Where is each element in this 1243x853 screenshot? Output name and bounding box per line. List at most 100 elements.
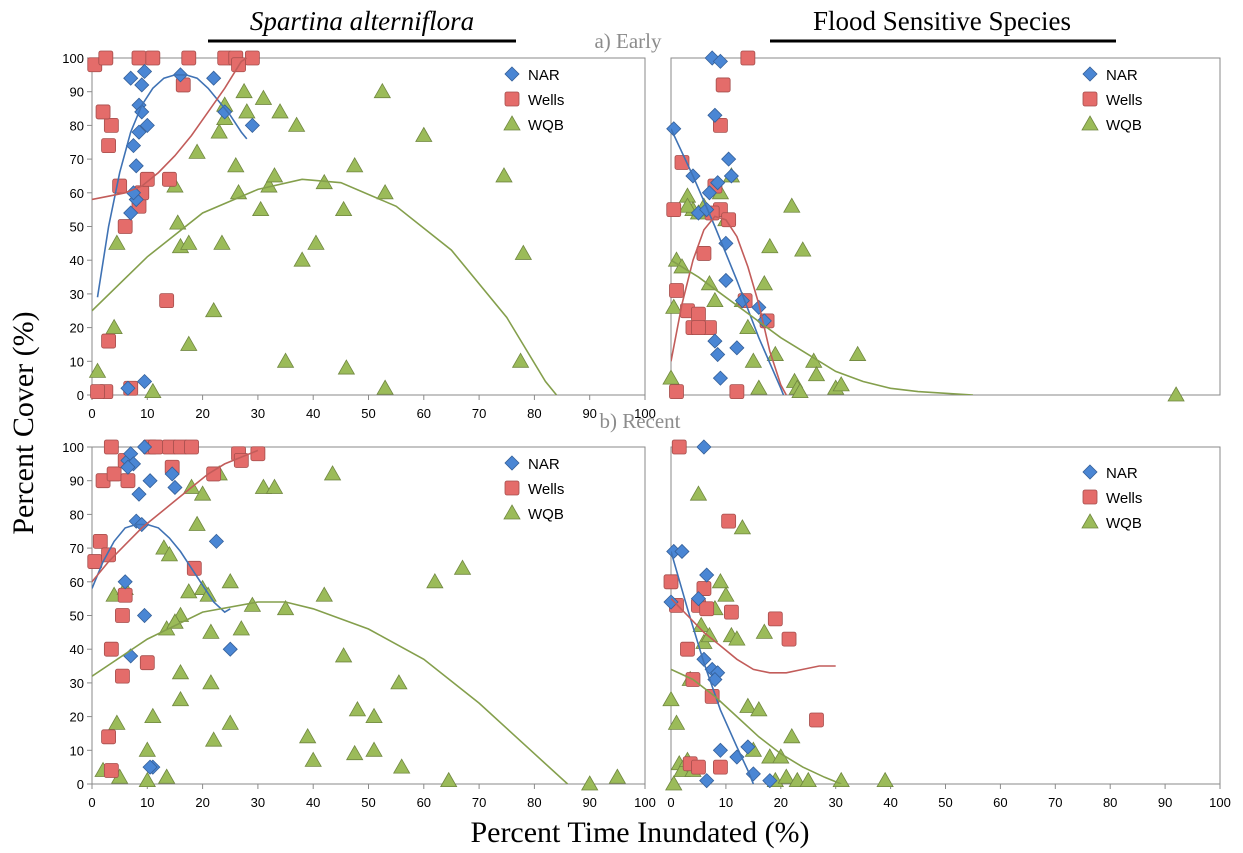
- x-tick-label: 30: [828, 795, 842, 810]
- data-point-wells: [162, 171, 177, 187]
- data-point-wqb: [171, 690, 190, 707]
- data-point-wqb: [876, 771, 894, 788]
- y-tick-label: 50: [70, 609, 84, 624]
- legend-label-wqb: WQB: [1106, 117, 1142, 134]
- data-point-nar: [136, 63, 153, 80]
- data-point-wells: [723, 604, 739, 620]
- data-point-wqb: [662, 369, 680, 385]
- data-point-wells: [184, 439, 199, 455]
- legend-label-wells: Wells: [528, 481, 564, 498]
- data-point-wqb: [665, 298, 683, 314]
- data-point-wqb: [251, 200, 270, 217]
- data-point-nar: [142, 759, 158, 775]
- legend-marker-wqb: [1081, 513, 1099, 529]
- legend-marker-wells: [504, 480, 520, 496]
- legend-label-wqb: WQB: [528, 117, 564, 134]
- data-point-wqb: [755, 623, 774, 639]
- legend-label-wells: Wells: [1106, 92, 1142, 109]
- data-point-nar: [134, 77, 150, 93]
- data-point-wells: [691, 320, 706, 336]
- data-point-nar: [701, 185, 717, 201]
- data-point-wqb: [799, 771, 817, 788]
- x-tick-label: 20: [195, 795, 209, 810]
- data-point-nar: [699, 567, 715, 583]
- data-point-nar: [710, 175, 726, 191]
- data-point-nar: [128, 158, 144, 174]
- data-point-wells: [704, 688, 720, 704]
- y-tick-label: 70: [70, 152, 84, 167]
- x-tick-label: 50: [938, 795, 952, 810]
- data-point-nar: [164, 466, 180, 482]
- data-point-wqb: [169, 214, 187, 230]
- x-tick-label: 40: [306, 795, 320, 810]
- row-title-early: a) Early: [594, 29, 662, 53]
- data-point-wqb: [323, 465, 342, 481]
- data-point-wells: [767, 611, 783, 627]
- data-point-wqb: [138, 771, 156, 788]
- y-tick-label: 10: [70, 743, 84, 758]
- legend: NAR Wells WQB: [503, 455, 564, 523]
- data-point-wells: [671, 439, 687, 455]
- data-point-wells: [98, 50, 114, 66]
- x-tick-label: 70: [472, 406, 486, 421]
- data-point-wqb: [365, 707, 383, 723]
- y-tick-label: 90: [70, 85, 84, 100]
- x-tick-label: 20: [195, 406, 209, 421]
- data-point-wells: [663, 574, 679, 590]
- data-point-wqb: [788, 771, 806, 788]
- trendline-wqb: [671, 259, 974, 395]
- data-point-nar: [663, 594, 679, 610]
- data-point-wqb: [188, 515, 206, 531]
- data-point-wqb: [293, 251, 311, 267]
- data-point-wqb: [662, 690, 680, 707]
- data-point-wqb: [238, 103, 256, 119]
- data-point-nar: [710, 346, 726, 363]
- data-point-wells: [680, 641, 695, 657]
- data-point-wells: [139, 171, 155, 187]
- data-point-wqb: [304, 751, 322, 767]
- data-point-wqb: [298, 728, 317, 744]
- data-point-wqb: [180, 335, 198, 351]
- data-point-wqb: [739, 697, 757, 713]
- data-point-wqb: [213, 234, 231, 250]
- data-point-wqb: [665, 775, 683, 791]
- data-point-wqb: [88, 362, 107, 378]
- x-tick-label: 30: [251, 406, 265, 421]
- trendline-nar: [671, 551, 755, 784]
- data-point-nar: [707, 333, 723, 349]
- legend-label-nar: NAR: [1106, 67, 1138, 84]
- data-point-wells: [117, 587, 133, 603]
- legend: NAR Wells WQB: [1081, 464, 1142, 532]
- data-point-wqb: [138, 741, 156, 757]
- data-point-nar: [712, 742, 728, 758]
- data-point-wqb: [426, 572, 444, 589]
- data-point-wqb: [755, 274, 774, 291]
- y-tick-label: 10: [70, 354, 84, 369]
- data-point-wells: [781, 631, 797, 647]
- legend-marker-nar: [504, 66, 520, 82]
- data-point-wells: [90, 384, 105, 400]
- trendline-wells: [92, 57, 248, 201]
- x-tick-label: 60: [993, 795, 1007, 810]
- data-point-wells: [101, 729, 116, 745]
- data-point-wells: [115, 608, 130, 623]
- y-tick-label: 40: [70, 253, 84, 268]
- data-point-wells: [87, 554, 103, 569]
- x-tick-label: 90: [582, 406, 596, 421]
- y-tick-label: 70: [70, 541, 84, 556]
- panel-spartina-early: 0 10 20 30 40 50 60 70 80 90 100 0 10 20 30 40 50 60 70 80 9…: [62, 50, 656, 421]
- data-point-wqb: [204, 301, 223, 318]
- x-tick-label: 90: [1158, 795, 1172, 810]
- x-tick-label: 40: [883, 795, 897, 810]
- data-point-nar: [131, 124, 147, 140]
- x-tick-label: 0: [667, 795, 674, 810]
- data-point-wqb: [667, 714, 686, 730]
- series-nar: [666, 50, 772, 386]
- data-point-wqb: [783, 728, 801, 744]
- y-tick-label: 0: [77, 388, 84, 403]
- data-point-nar: [208, 533, 224, 549]
- data-point-nar: [222, 641, 238, 657]
- legend-marker-nar: [504, 455, 520, 471]
- data-point-wqb: [750, 379, 768, 395]
- x-tick-label: 80: [527, 795, 541, 810]
